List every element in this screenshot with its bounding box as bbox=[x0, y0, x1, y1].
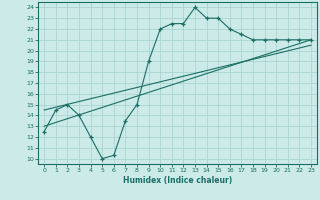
X-axis label: Humidex (Indice chaleur): Humidex (Indice chaleur) bbox=[123, 176, 232, 185]
